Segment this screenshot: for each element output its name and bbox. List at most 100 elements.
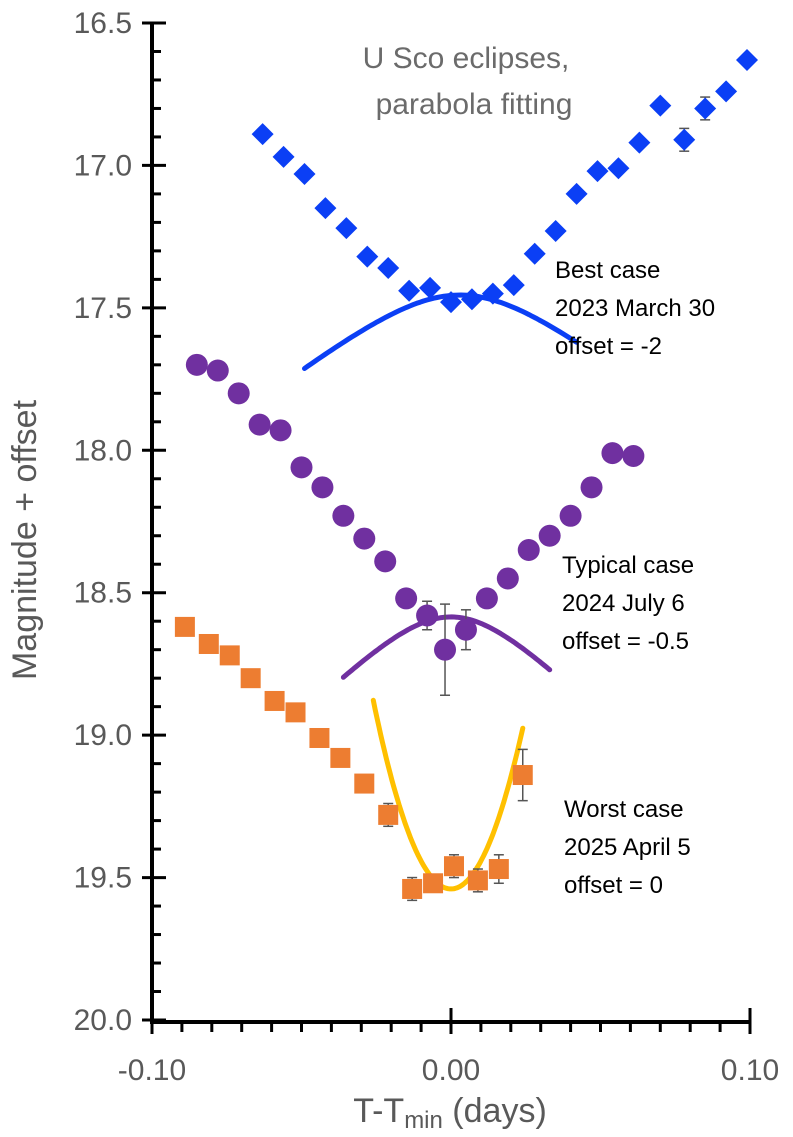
annotation-best-case-line-3: offset = -2 [555,333,662,360]
typical-case-point [454,618,477,641]
typical-case-point [374,550,397,573]
best-case-point [544,219,567,242]
x-tick-label: 0.10 [721,1054,779,1087]
best-case-point [314,197,337,220]
x-tick-label: 0.00 [422,1054,480,1087]
best-case-point [607,157,630,180]
typical-case-point [434,638,457,661]
best-case-point [736,49,759,72]
best-case-point [251,123,274,146]
best-case-point [694,97,717,120]
best-case-point [398,279,421,302]
worst-case-point [402,878,423,899]
worst-case-point [512,765,533,786]
annotation-best-case: Best case 2023 March 30 offset = -2 [555,257,715,360]
y-tick-label: 19.0 [74,719,132,752]
chart-title-line-2: parabola fitting [376,88,573,121]
annotation-typical-case: Typical case 2024 July 6 offset = -0.5 [562,552,694,655]
annotation-best-case-line-2: 2023 March 30 [555,295,715,322]
best-case-point [377,256,400,279]
worst-case-point [488,859,509,880]
y-tick-label: 18.5 [74,577,132,610]
x-axis-title-units: (days) [443,1092,547,1130]
typical-case-point [559,504,582,527]
worst-case-point [423,873,444,894]
best-case-point [272,145,295,168]
best-case-point [440,291,462,314]
best-case-point [419,276,442,299]
annotation-worst-case-line-1: Worst case [564,796,684,823]
worst-case-point [467,870,488,891]
best-case-point [335,217,358,240]
best-case-point [715,80,738,103]
annotation-best-case-line-1: Best case [555,257,660,284]
best-case-point [673,128,696,151]
x-axis-title: T-Tmin (days) [353,1092,547,1134]
annotation-worst-case-line-3: offset = 0 [564,872,663,899]
chart-title: U Sco eclipses, parabola fitting [363,42,573,121]
series-worst-case [174,616,533,902]
typical-case-point [416,604,439,627]
typical-case-point [622,444,645,467]
best-case-point [356,245,379,268]
typical-case-point [206,359,229,382]
typical-case-point [185,353,208,376]
best-case-point [586,160,609,183]
annotation-worst-case-line-2: 2025 April 5 [564,834,691,861]
y-tick-label: 16.5 [74,7,132,40]
worst-case-point [198,633,219,654]
series-typical-case [185,353,645,697]
best-case-fit-curve [302,292,580,371]
y-ticks: 16.5 17.0 17.5 18.0 18.5 19.0 19.5 20.0 [74,7,166,1037]
worst-case-point [240,668,261,689]
typical-case-point [311,476,334,499]
best-case-point [481,282,504,305]
x-axis-title-subscript: min [404,1107,443,1134]
typical-case-fit-curve [340,614,553,680]
chart-title-line-1: U Sco eclipses, [363,42,570,75]
best-case-point [460,288,483,311]
best-case-point [565,182,588,205]
worst-case-point [443,856,464,877]
y-tick-label: 17.5 [74,292,132,325]
typical-case-point [248,413,271,436]
y-tick-label: 18.0 [74,434,132,467]
worst-case-point [285,702,306,723]
typical-case-point [580,476,603,499]
typical-case-point [332,504,355,527]
y-tick-label: 17.0 [74,149,132,182]
best-case-point [293,162,316,185]
typical-case-point [517,538,540,561]
y-axis: 16.5 17.0 17.5 18.0 18.5 19.0 19.5 20.0 [74,7,166,1037]
x-tick-label: -0.10 [118,1054,186,1087]
best-case-point [502,274,525,297]
x-ticks: -0.10 0.00 0.10 [118,1008,779,1087]
typical-case-point [395,587,418,610]
worst-case-fit-curve [370,697,526,892]
worst-case-point [174,616,195,637]
x-axis-title-main: T-T [353,1092,404,1130]
annotation-typical-case-line-2: 2024 July 6 [562,590,685,617]
series-best-case [251,49,759,371]
worst-case-point [378,804,399,825]
annotation-typical-case-line-1: Typical case [562,552,694,579]
x-axis: -0.10 0.00 0.10 [118,1008,779,1087]
worst-case-point [330,747,351,768]
typical-case-point [496,567,519,590]
typical-case-point [269,419,292,442]
worst-case-point [219,645,240,666]
typical-case-point [475,587,498,610]
worst-case-point [354,773,375,794]
typical-case-point [290,456,313,479]
typical-case-point [353,527,376,550]
annotation-worst-case: Worst case 2025 April 5 offset = 0 [564,796,691,899]
typical-case-point [601,442,624,465]
worst-case-point [309,727,330,748]
annotation-typical-case-line-3: offset = -0.5 [562,628,689,655]
y-axis-title: Magnitude + offset [6,399,44,680]
best-case-point [523,242,546,265]
y-tick-label: 19.5 [74,862,132,895]
typical-case-point [538,524,561,547]
y-tick-label: 20.0 [74,1004,132,1037]
